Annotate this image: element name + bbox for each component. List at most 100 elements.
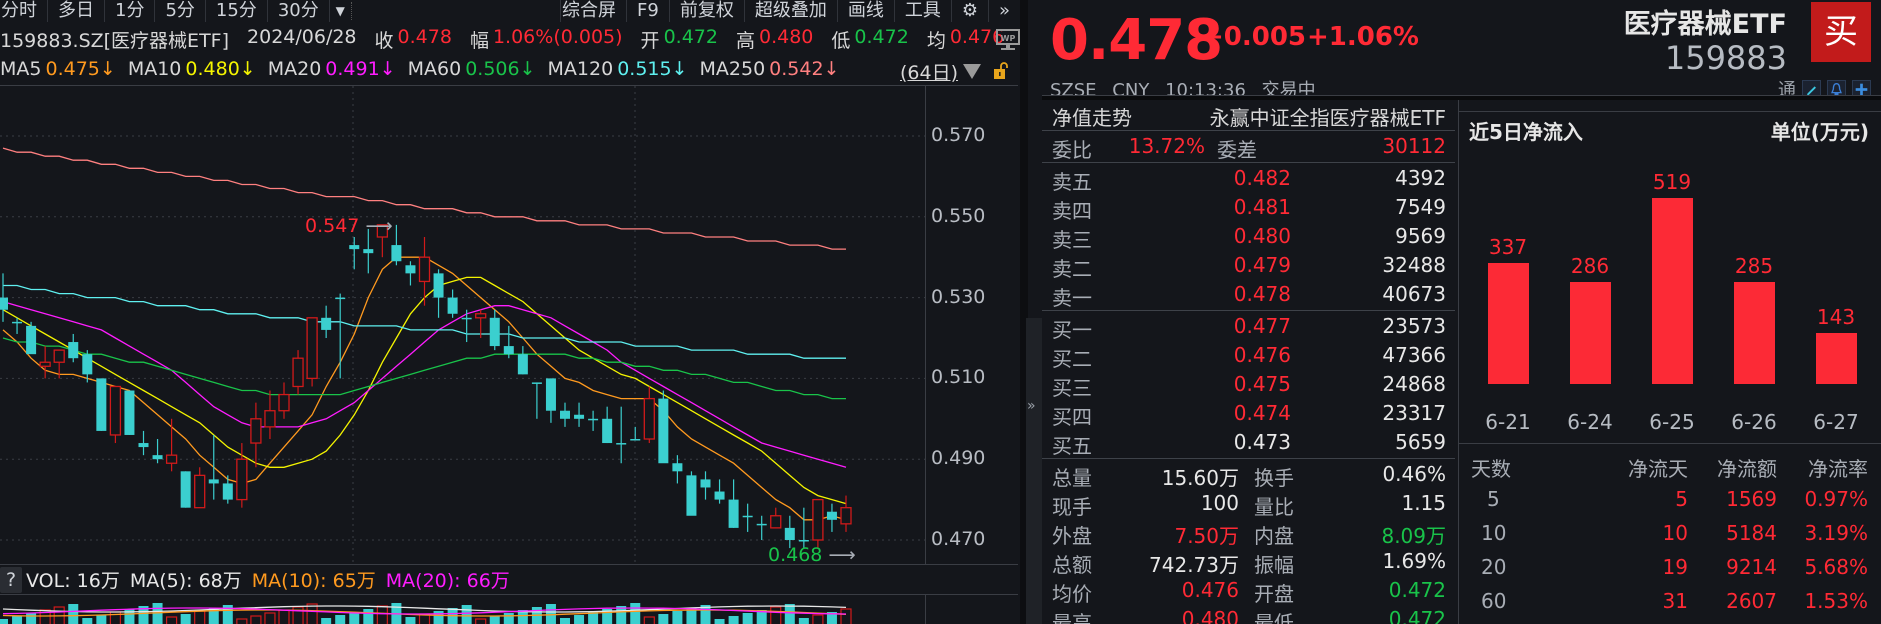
- candlestick-plot[interactable]: [0, 86, 925, 564]
- stat-value: 742.73万: [1149, 553, 1239, 577]
- level-label: 卖一: [1052, 286, 1092, 310]
- level-price[interactable]: 0.473: [1233, 430, 1291, 454]
- ma-legend-item: MA5 0.475↓: [0, 58, 116, 80]
- divider: [1042, 162, 1455, 163]
- low-annotation-value: 0.468: [768, 544, 823, 567]
- divider: [1042, 130, 1455, 131]
- composite-screen-button[interactable]: 综合屏: [560, 0, 626, 22]
- stat-row: 现手 100 量比 1.15: [1042, 489, 1455, 519]
- amp-label: 幅: [469, 30, 489, 52]
- ask-level-row[interactable]: 卖二 0.479 32488: [1042, 251, 1455, 281]
- flow-table-row: 5 5 1569 0.97%: [1459, 482, 1881, 516]
- low-value: 0.472: [854, 26, 909, 48]
- tab-15min[interactable]: 15分: [206, 0, 268, 22]
- tools-button[interactable]: 工具: [893, 0, 951, 22]
- tab-intraday[interactable]: 分时: [0, 0, 48, 22]
- stat-label: 外盘: [1052, 524, 1092, 548]
- price-chart[interactable]: 0.570 0.550 0.530 0.510 0.490 0.470 0.547 ⟶ 0…: [0, 85, 1018, 566]
- stat-label: 均价: [1052, 582, 1092, 606]
- flow-table-cell: 3.19%: [1804, 521, 1868, 545]
- nav-trend-row[interactable]: 净值走势 永赢中证全指医疗器械ETF: [1042, 100, 1455, 130]
- flow-table-row: 20 19 9214 5.68%: [1459, 550, 1881, 584]
- pane-splitter[interactable]: [1020, 0, 1028, 624]
- svg-text:WP: WP: [1001, 34, 1016, 43]
- level-label: 买一: [1052, 318, 1092, 342]
- level-price[interactable]: 0.480: [1233, 224, 1291, 248]
- bid-level-row[interactable]: 买二 0.476 47366: [1042, 341, 1455, 371]
- level-volume: 4392: [1395, 166, 1446, 190]
- bid-level-row[interactable]: 买三 0.475 24868: [1042, 370, 1455, 400]
- triangle-down-icon[interactable]: [963, 64, 981, 79]
- double-chevron-right-icon[interactable]: »: [987, 0, 1020, 22]
- last-price: 0.478: [1050, 8, 1223, 73]
- inflow-bar-value: 143: [1816, 304, 1856, 329]
- ask-level-row[interactable]: 卖一 0.478 40673: [1042, 280, 1455, 310]
- amp-value: 1.06%(0.005): [492, 26, 623, 48]
- ask-level-row[interactable]: 卖三 0.480 9569: [1042, 222, 1455, 252]
- ma-legend-item: MA120 0.515↓: [548, 58, 688, 80]
- forward-adjust-button[interactable]: 前复权: [668, 0, 744, 22]
- f9-button[interactable]: F9: [626, 0, 669, 22]
- super-overlay-button[interactable]: 超级叠加: [743, 0, 837, 22]
- level-price[interactable]: 0.481: [1233, 195, 1291, 219]
- column-header: 天数: [1471, 457, 1511, 481]
- ask-level-row[interactable]: 卖五 0.482 4392: [1042, 164, 1455, 194]
- volume-chart[interactable]: [0, 594, 1018, 624]
- level-label: 买四: [1052, 405, 1092, 429]
- inflow-bar-value: 337: [1488, 235, 1528, 260]
- bid-level-row[interactable]: 买一 0.477 23573: [1042, 312, 1455, 342]
- inflow-bar-date: 6-26: [1731, 410, 1777, 434]
- level-price[interactable]: 0.474: [1233, 401, 1291, 425]
- fund-full-name: 永赢中证全指医疗器械ETF: [1209, 106, 1446, 130]
- tab-30min[interactable]: 30分: [268, 0, 330, 22]
- divider: [1042, 310, 1455, 311]
- nav-trend-link[interactable]: 净值走势: [1052, 106, 1132, 130]
- price-axis-label: 0.510: [931, 366, 986, 389]
- axis-divider: [925, 86, 926, 564]
- price-change-percent: +1.06%: [1307, 22, 1419, 52]
- collapse-handle[interactable]: »: [1026, 318, 1042, 624]
- bid-level-row[interactable]: 买五 0.473 5659: [1042, 428, 1455, 458]
- quote-header: 0.478 +0.005 +1.06% SZSE CNY 10:13:36 交易…: [1042, 0, 1881, 101]
- flow-unit: 单位(万元): [1770, 120, 1869, 144]
- tab-1min[interactable]: 1分: [105, 0, 156, 22]
- low-annotation: 0.468 ⟶: [768, 544, 856, 566]
- inflow-bar-date: 6-25: [1649, 410, 1695, 434]
- stat-row: 均价 0.476 开盘 0.472: [1042, 576, 1455, 606]
- ma-value: 0.480↓: [185, 58, 256, 80]
- gear-icon[interactable]: ⚙: [950, 0, 988, 22]
- ma-value: 0.491↓: [325, 58, 396, 80]
- stat-label: 量比: [1254, 495, 1294, 519]
- price-axis-label: 0.550: [931, 204, 986, 227]
- ma-legend-item: MA60 0.506↓: [408, 58, 536, 80]
- volume-legend: ? VOL: 16万 MA(5): 68万 MA(10): 65万 MA(20)…: [0, 564, 1018, 594]
- level-price[interactable]: 0.475: [1233, 372, 1291, 396]
- inflow-bar: [1488, 263, 1529, 384]
- bid-level-row[interactable]: 买四 0.474 23317: [1042, 399, 1455, 429]
- level-price[interactable]: 0.482: [1233, 166, 1291, 190]
- tab-multi-day[interactable]: 多日: [48, 0, 105, 22]
- days-selector[interactable]: (64日): [900, 62, 959, 84]
- level-price[interactable]: 0.478: [1233, 282, 1291, 306]
- level-volume: 40673: [1382, 282, 1446, 306]
- avg-value: 0.476: [949, 26, 1005, 48]
- draw-line-button[interactable]: 画线: [836, 0, 894, 22]
- buy-button[interactable]: 买: [1811, 2, 1871, 62]
- stat-label: 总量: [1052, 466, 1092, 490]
- unlock-icon[interactable]: [992, 62, 1010, 80]
- stat-label: 换手: [1254, 466, 1294, 490]
- tab-5min[interactable]: 5分: [155, 0, 206, 22]
- ma-value: 0.515↓: [617, 58, 688, 80]
- net-inflow-bar-chart: 337 6-21 286 6-24 519 6-25 285 6-26 143 6-27: [1459, 140, 1881, 440]
- dropdown-icon[interactable]: ▼: [330, 2, 352, 20]
- date-label: 2024/06/28: [247, 26, 357, 48]
- monitor-wp-icon[interactable]: WP: [995, 28, 1021, 52]
- flow-table-cell: 5184: [1726, 521, 1777, 545]
- ask-level-row[interactable]: 卖四 0.481 7549: [1042, 193, 1455, 223]
- help-button[interactable]: ?: [0, 566, 22, 593]
- level-volume: 7549: [1395, 195, 1446, 219]
- level-price[interactable]: 0.476: [1233, 343, 1291, 367]
- level-price[interactable]: 0.477: [1233, 314, 1291, 338]
- level-price[interactable]: 0.479: [1233, 253, 1291, 277]
- clipped-row: [1459, 100, 1881, 112]
